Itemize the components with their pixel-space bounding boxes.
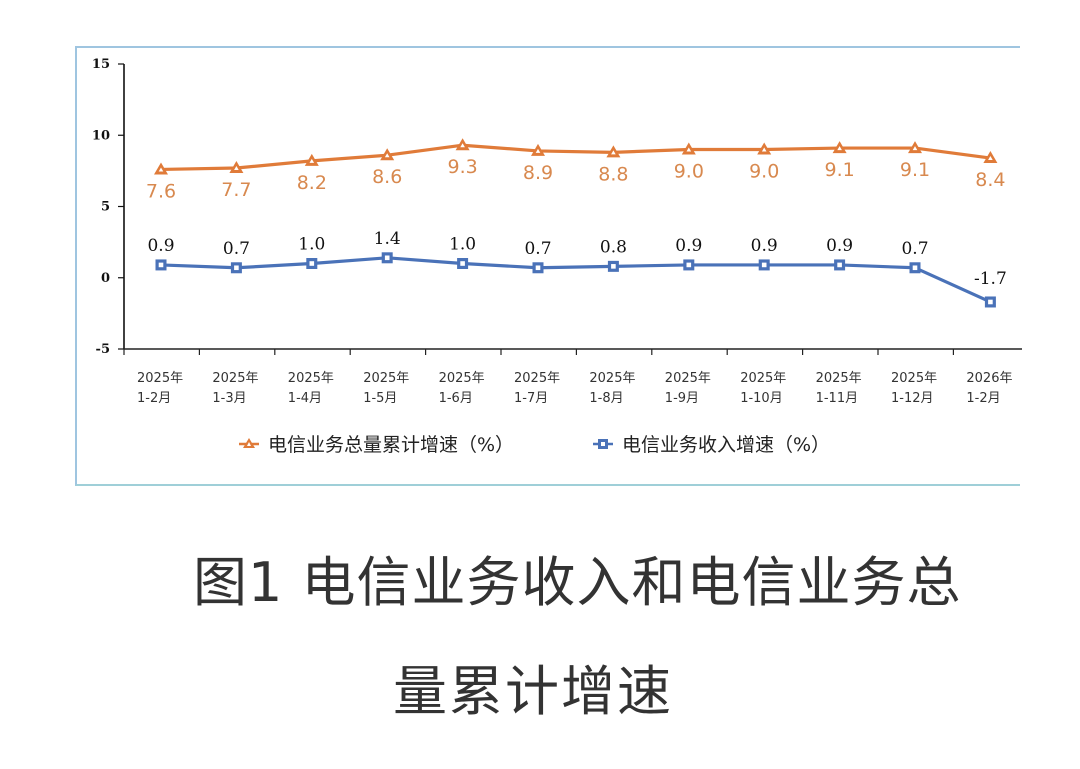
data-label: 0.9 (147, 236, 174, 256)
data-label: 8.9 (523, 162, 553, 184)
svg-text:2026年: 2026年 (966, 371, 1012, 386)
svg-text:2025年: 2025年 (363, 371, 409, 386)
svg-text:2025年: 2025年 (439, 371, 485, 386)
data-label: -1.7 (974, 269, 1007, 289)
svg-text:1-7月: 1-7月 (514, 391, 548, 406)
data-label: 0.9 (751, 236, 778, 256)
svg-text:1-11月: 1-11月 (816, 391, 859, 406)
x-tick-label: 2025年 1-5月 (363, 371, 409, 406)
data-label: 0.9 (826, 236, 853, 256)
x-tick-label: 2025年 1-11月 (816, 371, 862, 406)
data-label: 9.0 (674, 161, 704, 183)
x-tick-label: 2025年 1-10月 (740, 371, 786, 406)
y-tick-label: 10 (92, 128, 110, 143)
data-label: 7.6 (146, 180, 176, 202)
y-tick-label: 0 (101, 271, 110, 286)
y-tick-label: 5 (101, 200, 110, 215)
data-label: 0.7 (901, 239, 928, 259)
data-label: 8.4 (975, 169, 1005, 191)
legend-item-revenue: 电信业务收入增速（%） (593, 434, 830, 456)
svg-text:2025年: 2025年 (740, 371, 786, 386)
x-tick-label: 2025年 1-8月 (589, 371, 635, 406)
data-label: 1.0 (449, 235, 476, 255)
data-label: 9.0 (749, 161, 779, 183)
data-label: 9.1 (824, 159, 854, 181)
caption-line-1: 图1 电信业务收入和电信业务总 (193, 551, 962, 614)
svg-text:2025年: 2025年 (665, 371, 711, 386)
x-tick-label: 2025年 1-4月 (288, 371, 334, 406)
y-tick-label: -5 (96, 342, 110, 357)
caption-line-2: 量累计增速 (393, 660, 673, 723)
svg-text:1-2月: 1-2月 (137, 391, 171, 406)
svg-text:1-4月: 1-4月 (288, 391, 322, 406)
svg-text:2025年: 2025年 (891, 371, 937, 386)
data-label: 8.8 (598, 163, 628, 185)
data-label: 0.9 (675, 236, 702, 256)
legend-label: 电信业务收入增速（%） (622, 434, 830, 456)
legend-item-total-volume: 电信业务总量累计增速（%） (239, 434, 514, 456)
x-tick-label: 2025年 1-12月 (891, 371, 937, 406)
data-label: 7.7 (221, 179, 251, 201)
x-tick-label: 2025年 1-6月 (439, 371, 485, 406)
data-label: 8.2 (297, 172, 327, 194)
data-label: 1.4 (374, 229, 401, 249)
svg-text:1-8月: 1-8月 (589, 391, 623, 406)
svg-text:2025年: 2025年 (514, 371, 560, 386)
svg-text:1-2月: 1-2月 (966, 391, 1000, 406)
x-tick-label: 2025年 1-9月 (665, 371, 711, 406)
x-axis: 2025年1-2月2025年1-3月2025年1-4月2025年1-5月2025… (123, 348, 1022, 406)
svg-text:1-5月: 1-5月 (363, 391, 397, 406)
series-total-volume: 7.6 7.7 8.2 8.6 9.3 8.9 8.8 9.0 9.0 9.1 9.1 8.4 (146, 138, 1006, 202)
svg-text:1-3月: 1-3月 (212, 391, 246, 406)
data-label: 8.6 (372, 166, 402, 188)
data-label: 9.3 (447, 156, 477, 178)
svg-text:1-6月: 1-6月 (439, 391, 473, 406)
svg-text:2025年: 2025年 (288, 371, 334, 386)
legend-label: 电信业务总量累计增速（%） (268, 434, 514, 456)
data-label: 0.8 (600, 237, 627, 257)
data-label: 9.1 (900, 159, 930, 181)
legend: 电信业务总量累计增速（%） 电信业务收入增速（%） (239, 434, 830, 456)
series-revenue: 0.9 0.7 1.0 1.4 1.0 0.7 0.8 0.9 0.9 0.9 0.7 -1.7 (147, 229, 1007, 308)
x-tick-label: 2025年 1-7月 (514, 371, 560, 406)
y-axis: 15 10 5 0 -5 (92, 57, 125, 357)
svg-text:1-10月: 1-10月 (740, 391, 783, 406)
y-tick-label: 15 (92, 57, 110, 72)
data-label: 0.7 (223, 239, 250, 259)
x-tick-label: 2026年 1-2月 (966, 371, 1012, 406)
data-label: 0.7 (524, 239, 551, 259)
series-layer: 7.6 7.7 8.2 8.6 9.3 8.9 8.8 9.0 9.0 9.1 9.1 8.40.9 0… (146, 138, 1007, 308)
svg-text:1-12月: 1-12月 (891, 391, 934, 406)
data-label: 1.0 (298, 235, 325, 255)
chart-frame: 15 10 5 0 -5 2025年 1-2月 2025年 1-3月 2025年 1-4月 2025… (75, 46, 1022, 486)
svg-text:2025年: 2025年 (137, 371, 183, 386)
x-tick-label: 2025年 1-2月 (137, 371, 183, 406)
svg-text:2025年: 2025年 (212, 371, 258, 386)
svg-text:2025年: 2025年 (816, 371, 862, 386)
svg-text:1-9月: 1-9月 (665, 391, 699, 406)
x-tick-label: 2025年 1-3月 (212, 371, 258, 406)
svg-text:2025年: 2025年 (589, 371, 635, 386)
